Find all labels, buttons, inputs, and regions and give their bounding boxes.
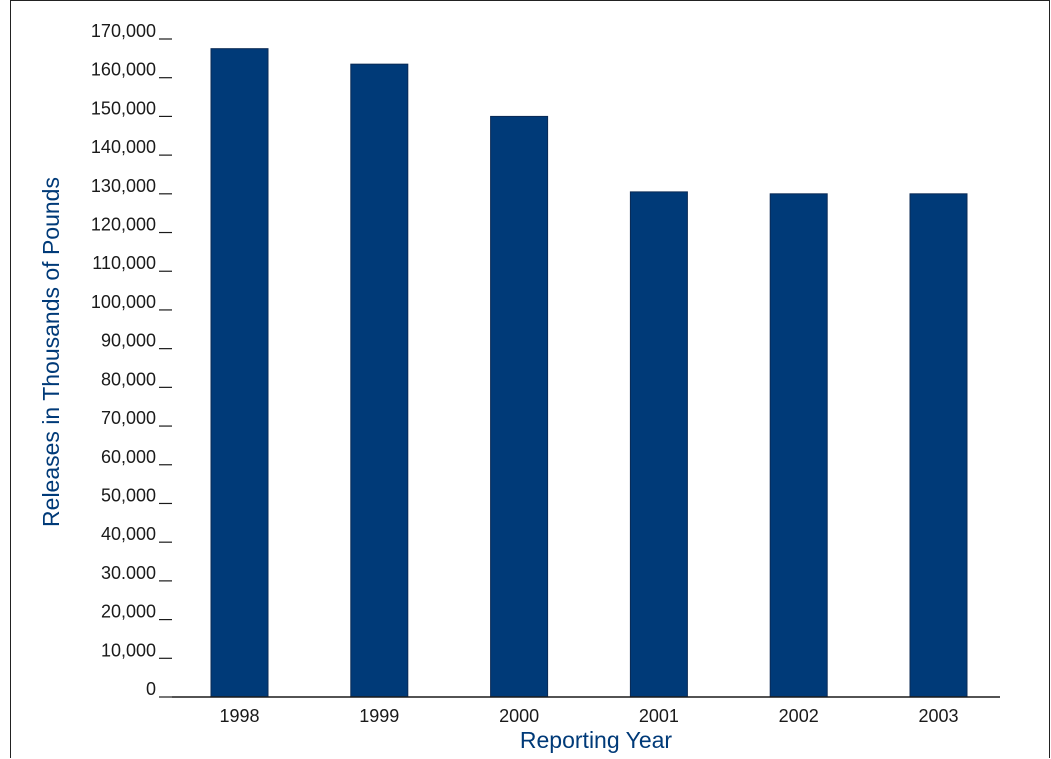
bar-2000 [490, 115, 549, 698]
y-tick-label: 70,000 [101, 408, 156, 428]
x-tick-label: 1998 [219, 706, 259, 726]
y-tick-label: 110,000 [92, 253, 156, 273]
y-tick-label: 0 [146, 679, 156, 699]
y-axis-ticks: 0 10,000 20,000 30.000 40,000 50,000 60,000 70,… [91, 21, 172, 699]
bars [210, 48, 968, 698]
y-tick-label: 130,000 [91, 176, 156, 196]
bar-1998 [210, 48, 269, 698]
y-tick-label: 10,000 [101, 640, 156, 660]
y-tick-label: 80,000 [101, 369, 156, 389]
bar-2001 [629, 191, 688, 698]
bar-2003 [909, 193, 968, 698]
chart-frame [10, 0, 1050, 758]
y-tick-label: 120,000 [91, 215, 156, 235]
y-axis-title: Releases in Thousands of Pounds [38, 177, 64, 527]
y-tick-label: 60,000 [101, 447, 156, 467]
x-tick-label: 2000 [499, 706, 539, 726]
x-axis-labels: 1998 1999 2000 2001 2002 2003 [219, 706, 958, 726]
y-tick-label: 160,000 [91, 60, 156, 80]
y-tick-label: 30.000 [101, 563, 156, 583]
x-tick-label: 2003 [918, 706, 958, 726]
y-tick-label: 40,000 [101, 524, 156, 544]
bar-1999 [350, 63, 409, 698]
y-tick-label: 20,000 [101, 602, 156, 622]
y-tick-label: 90,000 [101, 331, 156, 351]
x-axis-title: Reporting Year [520, 727, 673, 753]
x-tick-label: 2002 [779, 706, 819, 726]
x-tick-label: 2001 [639, 706, 679, 726]
y-tick-label: 170,000 [91, 21, 156, 41]
y-tick-label: 100,000 [91, 292, 156, 312]
x-tick-label: 1999 [359, 706, 399, 726]
y-tick-label: 150,000 [91, 98, 156, 118]
y-tick-label: 50,000 [101, 485, 156, 505]
y-tick-label: 140,000 [91, 137, 156, 157]
bar-2002 [769, 193, 828, 698]
